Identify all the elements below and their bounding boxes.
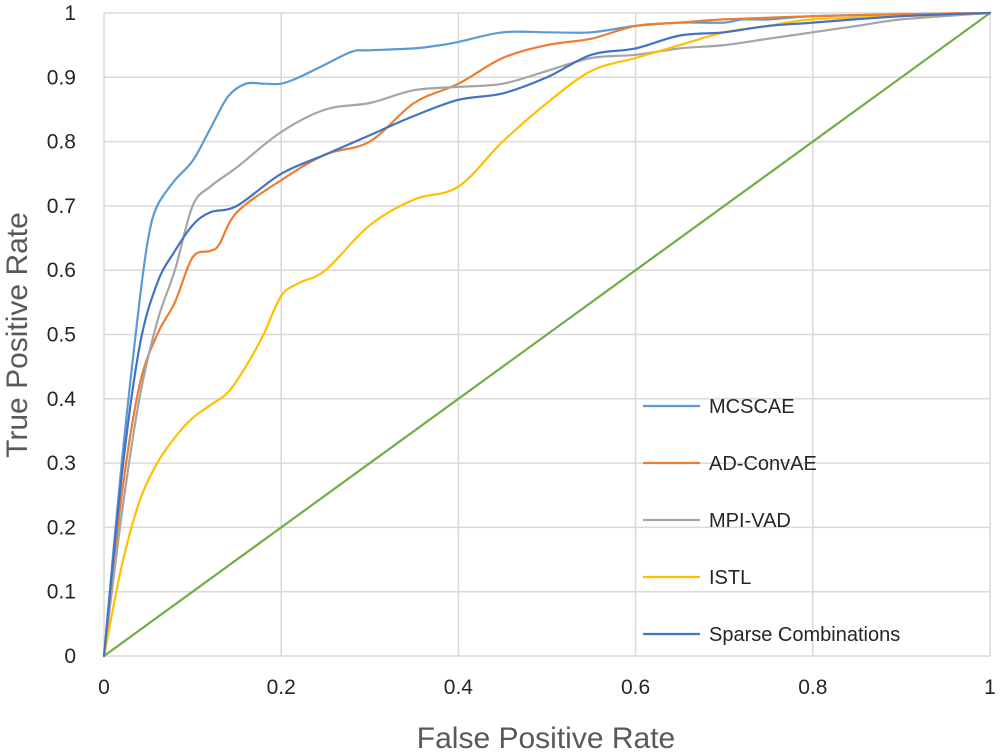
x-tick-label: 1 xyxy=(984,676,996,699)
legend-label-mpi-vad: MPI-VAD xyxy=(709,510,791,532)
y-tick-label: 1 xyxy=(64,2,76,25)
y-tick-label: 0.1 xyxy=(47,581,76,604)
y-tick-label: 0.6 xyxy=(47,259,76,282)
series-line-mcscae xyxy=(102,11,992,658)
legend-label-sparse-combinations: Sparse Combinations xyxy=(709,624,900,646)
y-tick-label: 0.8 xyxy=(47,131,76,154)
x-tick-label: 0 xyxy=(98,676,110,699)
gridlines xyxy=(103,12,991,657)
tick-labels: 0 0.2 0.4 0.6 0.8 1 0 0.1 0.2 0.3 0.4 0.5 0.6 0.7 0.8 0… xyxy=(47,2,996,699)
y-tick-label: 0.5 xyxy=(47,324,76,347)
series-line-sparse-combinations xyxy=(102,11,992,658)
series-line-random-diagonal xyxy=(102,11,992,658)
y-tick-label: 0 xyxy=(64,645,76,668)
x-tick-label: 0.2 xyxy=(267,676,296,699)
legend-label-istl: ISTL xyxy=(709,567,751,589)
x-tick-label: 0.8 xyxy=(798,676,827,699)
y-tick-label: 0.4 xyxy=(47,388,77,411)
x-tick-label: 0.4 xyxy=(444,676,474,699)
legend-label-mcscae: MCSCAE xyxy=(709,396,795,418)
legend: MCSCAE AD-ConvAE MPI-VAD ISTL Sparse Combina… xyxy=(643,396,900,646)
y-tick-label: 0.2 xyxy=(47,516,76,539)
legend-label-ad-convae: AD-ConvAE xyxy=(709,453,817,475)
series-lines xyxy=(102,11,992,658)
y-tick-label: 0.3 xyxy=(47,452,76,475)
y-tick-label: 0.7 xyxy=(47,195,76,218)
x-tick-label: 0.6 xyxy=(621,676,650,699)
x-axis-title: False Positive Rate xyxy=(417,722,675,754)
y-axis-title: True Positive Rate xyxy=(1,212,34,458)
series-line-ad-convae xyxy=(102,11,992,658)
series-line-mpi-vad xyxy=(102,11,992,658)
y-tick-label: 0.9 xyxy=(47,66,76,89)
